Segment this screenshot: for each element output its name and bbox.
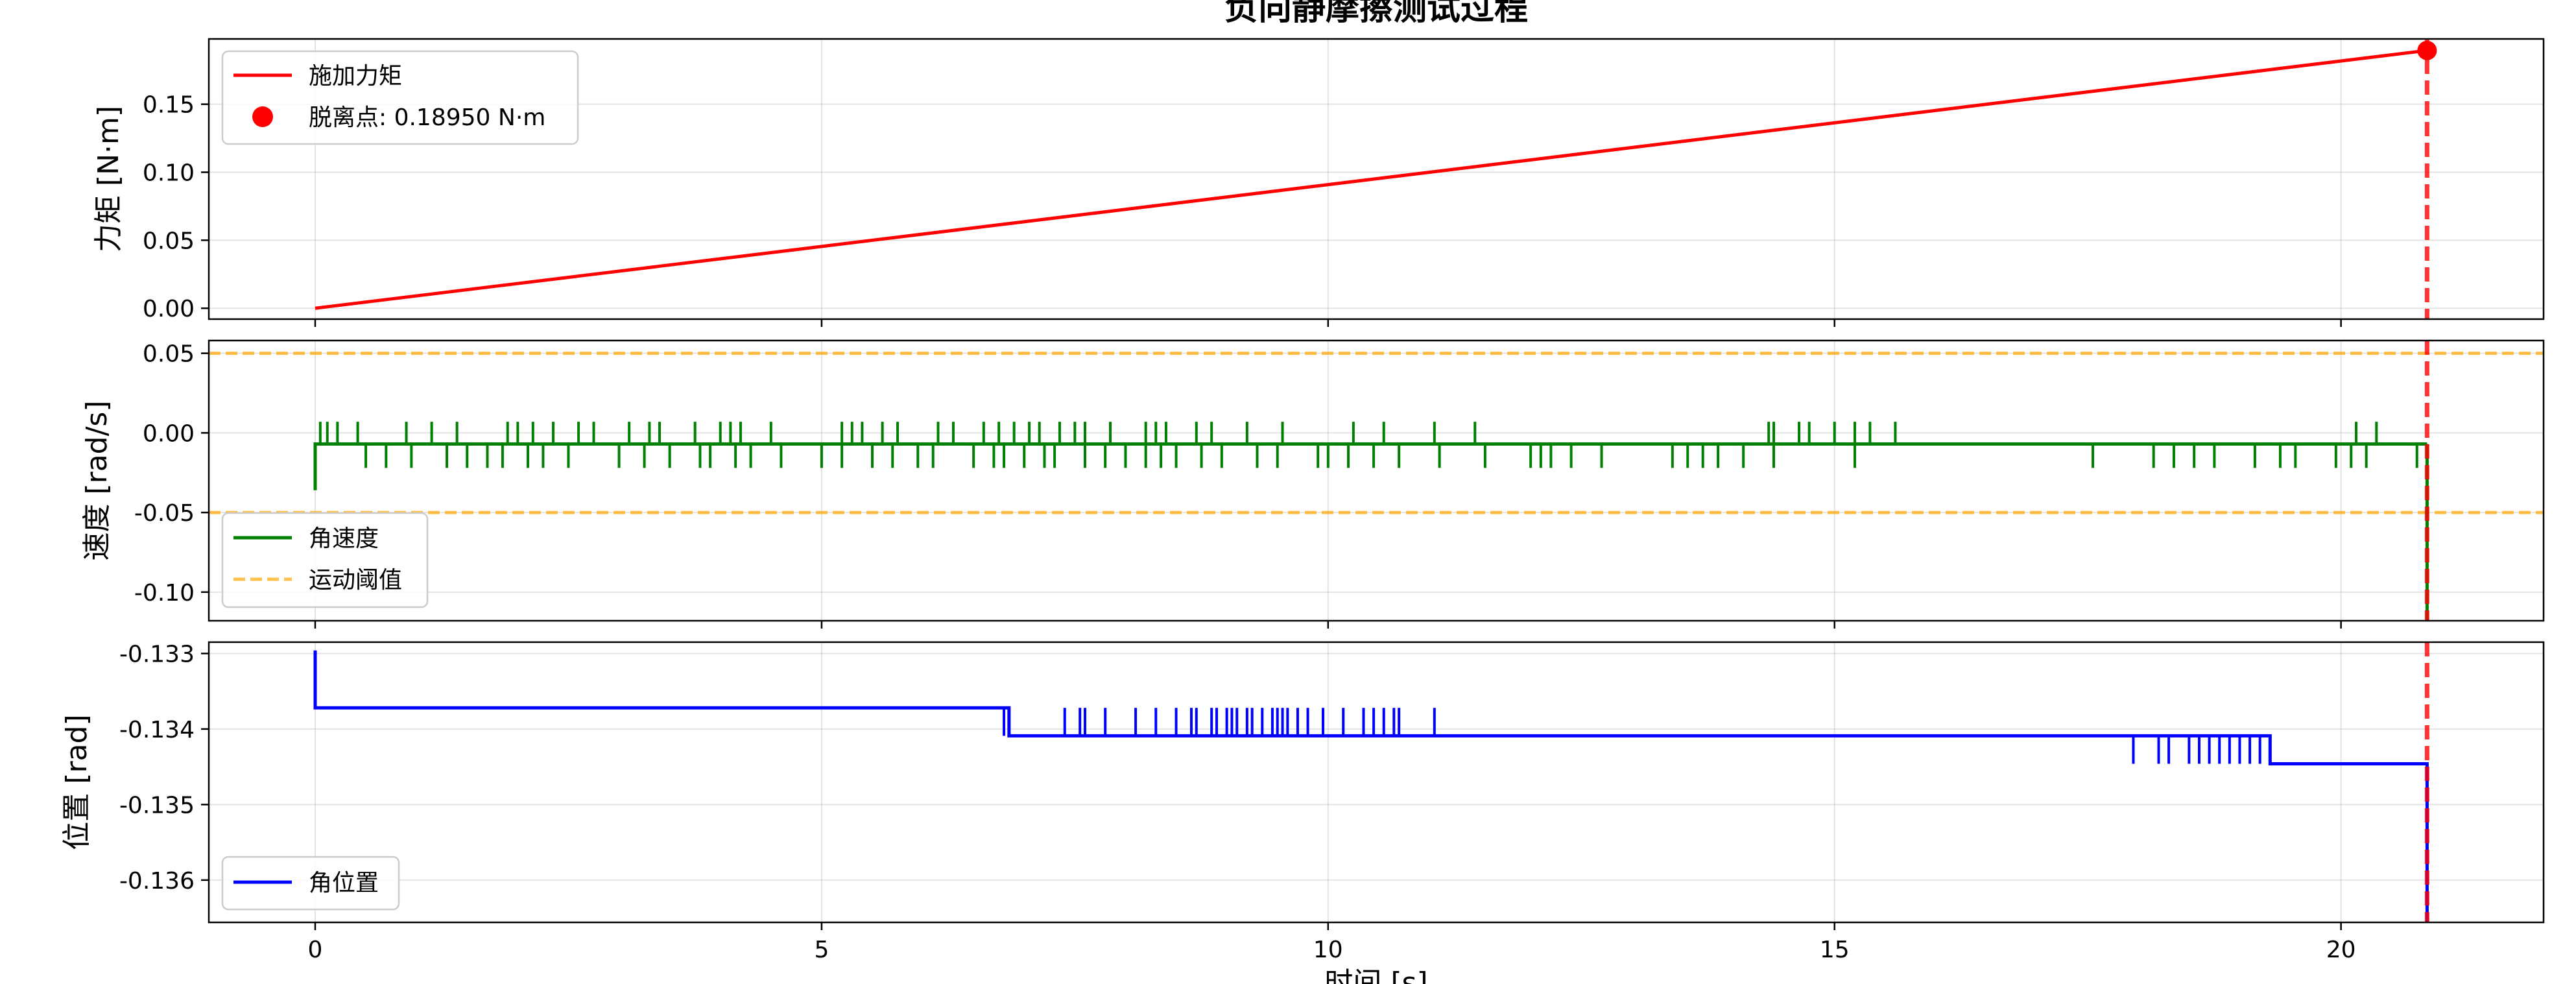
panel-velocity-x-ticks xyxy=(314,621,2342,629)
velocity-line xyxy=(313,442,2427,490)
panel-position-background xyxy=(209,642,2544,922)
y-tick-label: -0.133 xyxy=(119,641,195,667)
panel-torque-frame xyxy=(208,38,2545,320)
y-tick-label: -0.136 xyxy=(119,868,195,894)
y-tick-label: 0.05 xyxy=(143,228,195,254)
panel-series-group xyxy=(315,49,2427,310)
y-tick-label: 0.00 xyxy=(143,296,195,322)
panel-position-frame xyxy=(208,641,2545,924)
panel-torque-grid xyxy=(209,39,2544,319)
chart-title: 负向静摩擦测试过程 xyxy=(1224,0,1528,28)
y-tick-label: -0.134 xyxy=(119,717,195,743)
panel-torque-y-ticks: 0.00 0.05 0.10 0.15 xyxy=(143,92,209,322)
panel-velocity-y-ticks: 0.05 0.00 -0.05 -0.10 xyxy=(134,341,209,606)
panel-position-y-ticks: -0.133 -0.134 -0.135 -0.136 xyxy=(119,641,209,894)
legend-position-label: 角位置 xyxy=(309,870,379,896)
breakaway-marker xyxy=(2417,40,2437,60)
panel-position-legend: 角位置 xyxy=(221,856,400,911)
panel-velocity: 0.05 0.00 -0.05 -0.10 速度 [rad/s] 角速度 运动阈值 xyxy=(80,339,2545,629)
panel-position-legend-box xyxy=(221,856,400,911)
torque-line xyxy=(315,49,2427,310)
legend-breakaway-label: 脱离点: 0.18950 N·m xyxy=(309,104,545,131)
xlabel: 时间 [s] xyxy=(1324,966,1427,984)
position-line xyxy=(313,650,2429,922)
panel-torque-series xyxy=(315,39,2437,319)
panel-torque-legend-box xyxy=(221,50,579,145)
y-tick-label: 0.15 xyxy=(143,92,195,119)
x-tick-label: 0 xyxy=(308,937,323,963)
panel-torque: 0.00 0.05 0.10 0.15 力矩 [N·m] 施加力矩 脱离点: 0.18… xyxy=(92,38,2545,327)
panel-velocity-ylabel: 速度 [rad/s] xyxy=(80,400,113,560)
y-tick-label: -0.135 xyxy=(119,792,195,819)
panel-velocity-legend: 角速度 运动阈值 xyxy=(221,512,429,608)
y-tick-label: -0.05 xyxy=(134,500,195,527)
legend-velocity-label: 角速度 xyxy=(309,525,379,552)
legend-breakaway-marker-swatch xyxy=(252,106,273,127)
y-tick-label: 0.05 xyxy=(143,341,195,368)
legend-torque-label: 施加力矩 xyxy=(309,63,402,90)
legend-threshold-label: 运动阈值 xyxy=(309,567,402,594)
panel-position-grid xyxy=(209,642,2544,922)
panel-position-series xyxy=(313,642,2429,922)
panel-series-group xyxy=(313,650,2429,922)
y-tick-label: 0.10 xyxy=(143,160,195,187)
panel-position-x-ticks: 0 5 10 15 20 xyxy=(308,922,2356,963)
x-tick-label: 20 xyxy=(2326,937,2356,963)
panel-position: -0.133 -0.134 -0.135 -0.136 0 5 10 15 20 位置 [ra… xyxy=(60,641,2545,984)
panel-torque-legend: 施加力矩 脱离点: 0.18950 N·m xyxy=(221,50,579,145)
y-tick-label: -0.10 xyxy=(134,580,195,606)
panel-position-ylabel: 位置 [rad] xyxy=(60,714,93,850)
panel-velocity-frame xyxy=(208,339,2545,622)
panel-torque-ylabel: 力矩 [N·m] xyxy=(92,106,125,252)
panel-velocity-series xyxy=(209,341,2544,621)
x-tick-label: 15 xyxy=(1820,937,1850,963)
y-tick-label: 0.00 xyxy=(143,420,195,447)
x-tick-label: 5 xyxy=(814,937,829,963)
x-tick-label: 10 xyxy=(1313,937,1343,963)
panel-velocity-background xyxy=(209,341,2544,621)
panel-torque-x-ticks xyxy=(314,319,2342,327)
